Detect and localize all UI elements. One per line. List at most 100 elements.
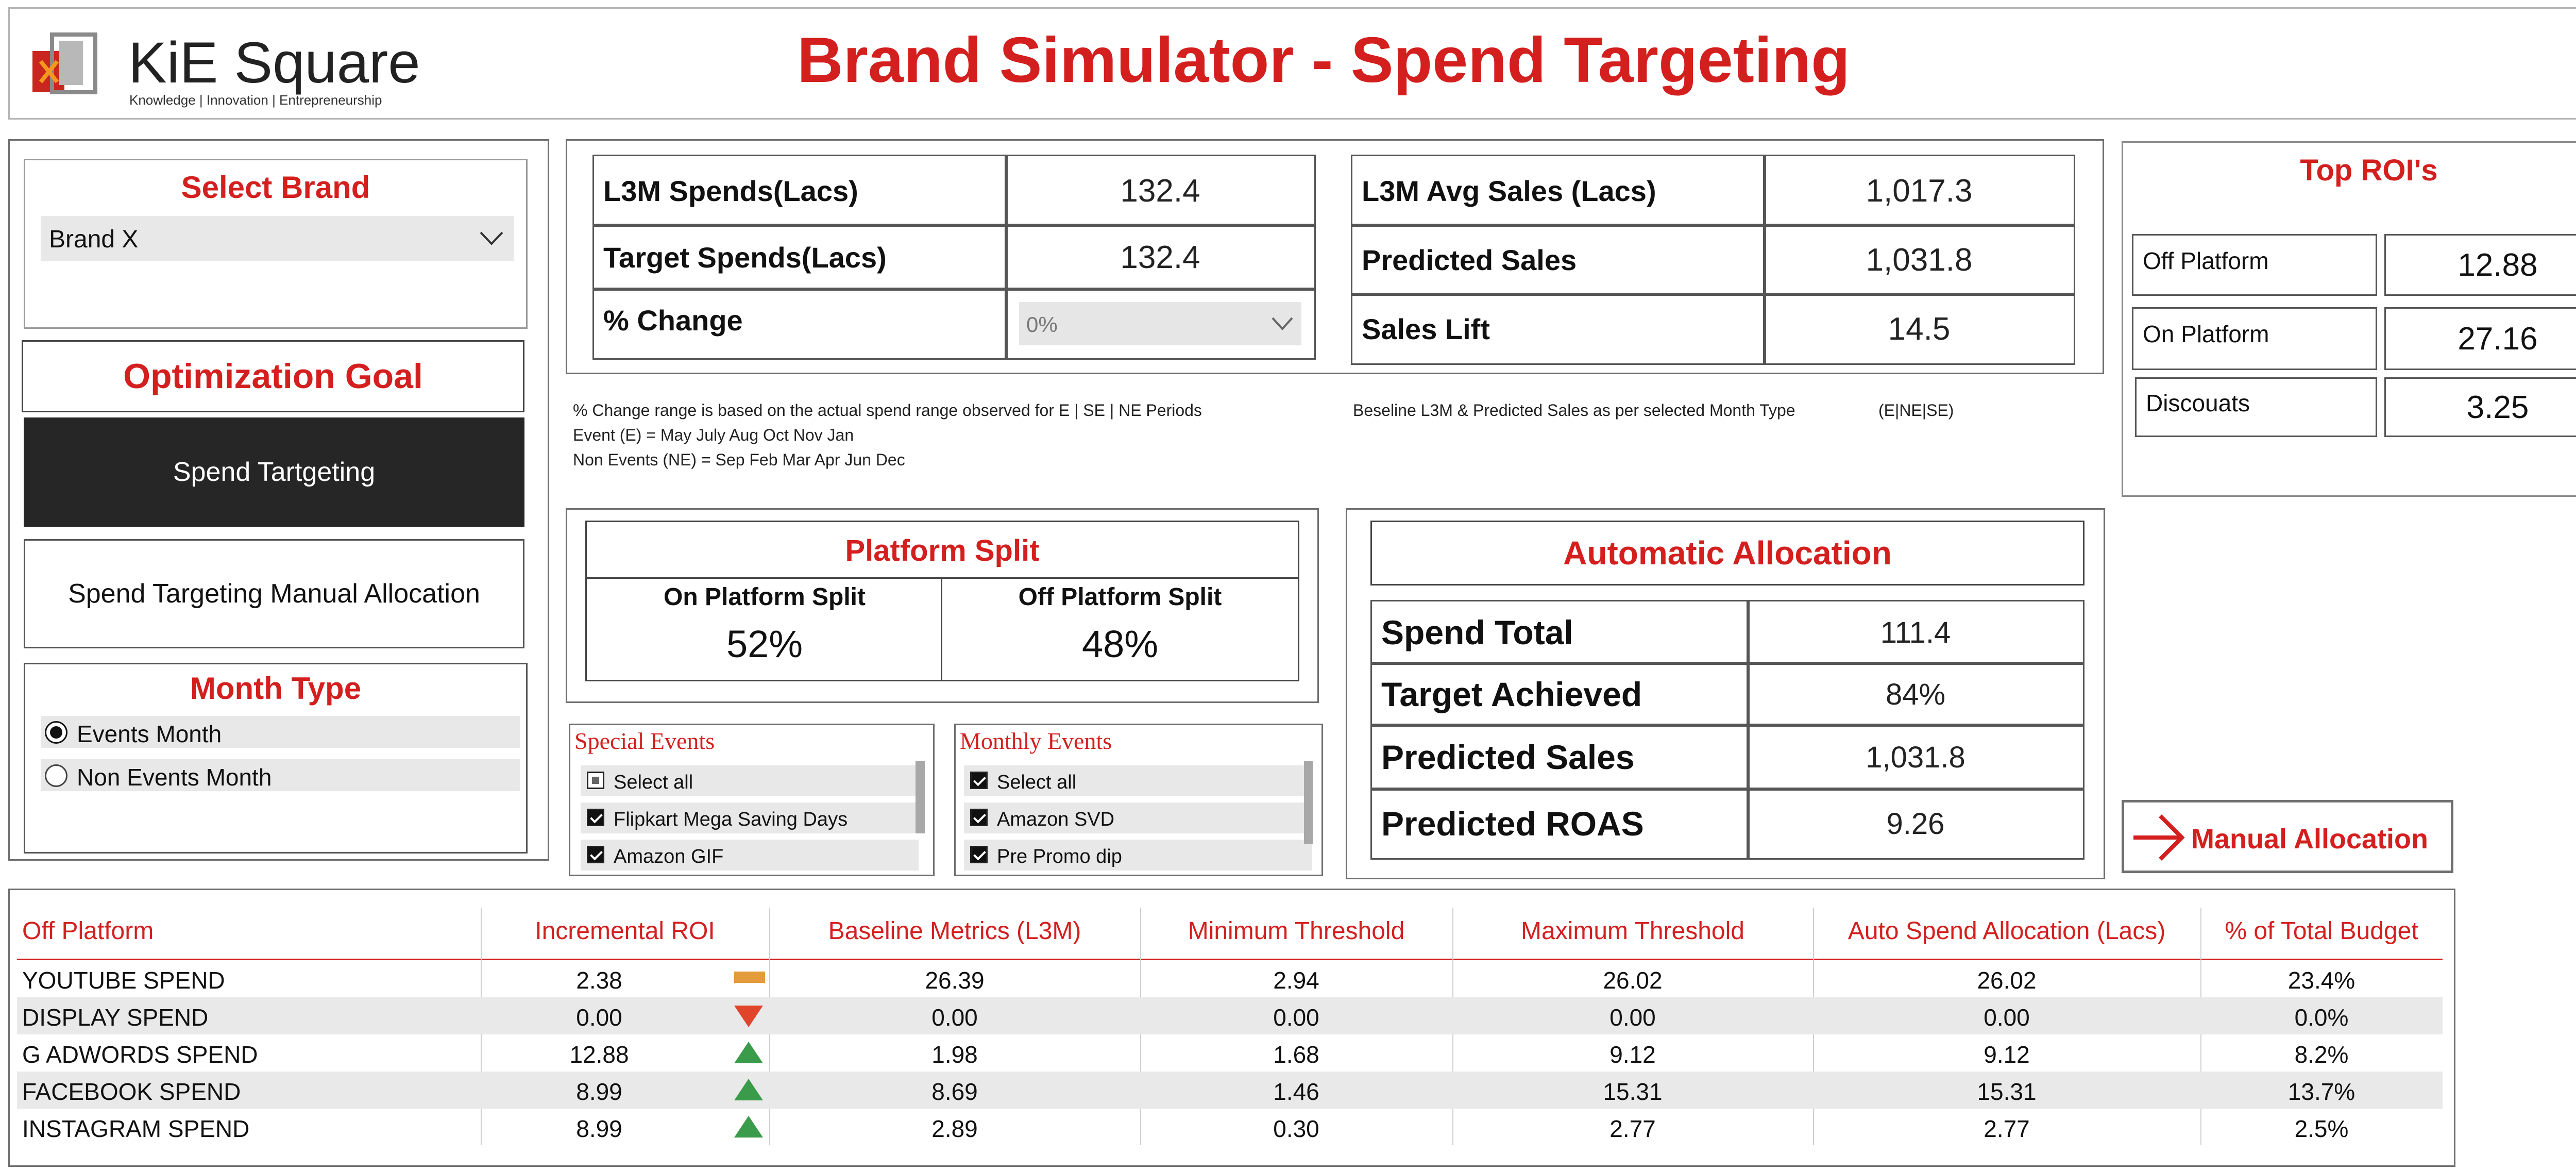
notes-line-1: % Change range is based on the actual sp… xyxy=(573,401,1202,420)
target-achieved-label: Target Achieved xyxy=(1370,662,1750,727)
table-row[interactable]: YOUTUBE SPEND 2.38 26.39 2.94 26.02 26.0… xyxy=(17,960,2443,997)
roi-on-platform-label: On Platform xyxy=(2143,321,2269,347)
header-off-platform: Off Platform xyxy=(22,917,154,945)
cell-auto-spend: 26.02 xyxy=(1977,967,2037,994)
roi-discounts-value: 3.25 xyxy=(2466,389,2529,425)
roi-discounts-value-box: 3.25 xyxy=(2384,377,2576,437)
cell-max-threshold: 26.02 xyxy=(1603,967,1663,994)
special-events-title: Special Events xyxy=(574,728,715,754)
cell-min-threshold: 0.30 xyxy=(1273,1115,1319,1142)
spend-targeting-button[interactable]: Spend Tartgeting xyxy=(24,417,524,527)
on-platform-split-box: On Platform Split 52% xyxy=(585,577,944,681)
special-events-scrollbar[interactable] xyxy=(916,761,925,833)
month-type-title: Month Type xyxy=(190,671,362,706)
special-events-item-label: Select all xyxy=(614,772,693,793)
radio-events-month[interactable]: Events Month xyxy=(41,716,520,748)
header-percent-total-budget: % of Total Budget xyxy=(2225,917,2418,945)
automatic-allocation-title: Automatic Allocation xyxy=(1563,534,1892,572)
checkbox-checked-icon xyxy=(970,846,988,863)
checkbox-checked-icon xyxy=(970,809,988,826)
top-roi-title: Top ROI's xyxy=(2300,154,2438,187)
roi-on-platform-value-box: 27.16 xyxy=(2384,307,2576,370)
radio-events-month-label: Events Month xyxy=(77,721,222,747)
sales-lift-label: Sales Lift xyxy=(1351,293,1766,365)
l3m-avg-sales-label: L3M Avg Sales (Lacs) xyxy=(1351,155,1766,227)
chevron-down-icon xyxy=(1272,317,1293,330)
target-spends-value: 132.4 xyxy=(1005,224,1316,291)
optimization-goal-title: Optimization Goal xyxy=(123,357,423,396)
platform-split-title-box: Platform Split xyxy=(585,521,1299,580)
brand-dropdown[interactable]: Brand X xyxy=(41,216,514,261)
special-events-item-label: Flipkart Mega Saving Days xyxy=(614,809,848,830)
up-indicator-icon xyxy=(734,1116,763,1137)
header-maximum-threshold: Maximum Threshold xyxy=(1521,917,1744,945)
predicted-roas-value: 9.26 xyxy=(1747,788,2084,860)
cell-max-threshold: 0.00 xyxy=(1609,1004,1656,1031)
cell-incremental-roi: 0.00 xyxy=(576,1004,622,1031)
spend-targeting-manual-button[interactable]: Spend Targeting Manual Allocation xyxy=(24,539,524,648)
table-row[interactable]: FACEBOOK SPEND 8.99 8.69 1.46 15.31 15.3… xyxy=(17,1072,2443,1109)
notes-line-3: Non Events (NE) = Sep Feb Mar Apr Jun De… xyxy=(573,450,905,469)
header-auto-spend-allocation: Auto Spend Allocation (Lacs) xyxy=(1848,917,2166,945)
cell-min-threshold: 2.94 xyxy=(1273,967,1319,994)
cell-channel: FACEBOOK SPEND xyxy=(22,1078,241,1105)
special-events-item-amazon-gif[interactable]: Amazon GIF xyxy=(581,840,919,871)
monthly-events-item-amazon-svd[interactable]: Amazon SVD xyxy=(964,802,1312,833)
table-row[interactable]: DISPLAY SPEND 0.00 0.00 0.00 0.00 0.00 0… xyxy=(17,997,2443,1034)
up-indicator-icon xyxy=(734,1042,763,1063)
radio-non-events-month[interactable]: Non Events Month xyxy=(41,759,520,791)
allocation-table-panel: Off Platform Incremental ROI Baseline Me… xyxy=(8,889,2455,1167)
cell-baseline: 26.39 xyxy=(925,967,985,994)
radio-selected-icon xyxy=(45,721,67,744)
l3m-spends-value: 132.4 xyxy=(1005,155,1316,227)
monthly-events-item-pre-promo-dip[interactable]: Pre Promo dip xyxy=(964,840,1312,871)
special-events-item-label: Amazon GIF xyxy=(614,846,724,867)
manual-allocation-button[interactable]: Manual Allocation xyxy=(2122,800,2453,873)
l3m-avg-sales-value: 1,017.3 xyxy=(1763,155,2075,227)
on-platform-split-label: On Platform Split xyxy=(663,583,866,611)
table-row[interactable]: INSTAGRAM SPEND 8.99 2.89 0.30 2.77 2.77… xyxy=(17,1109,2443,1146)
spend-targeting-button-label: Spend Tartgeting xyxy=(173,457,376,487)
automatic-allocation-title-box: Automatic Allocation xyxy=(1370,521,2084,586)
cell-max-threshold: 2.77 xyxy=(1609,1115,1656,1142)
logo-tagline: Knowledge | Innovation | Entrepreneurshi… xyxy=(129,92,382,108)
percent-change-label: % Change xyxy=(592,288,1008,360)
cell-percent-budget: 8.2% xyxy=(2294,1041,2349,1068)
off-platform-split-value: 48% xyxy=(1081,623,1159,665)
special-events-item-select-all[interactable]: Select all xyxy=(581,765,919,796)
auto-predicted-sales-label: Predicted Sales xyxy=(1370,724,1750,791)
roi-off-platform-label-box: Off Platform xyxy=(2132,234,2377,296)
percent-change-dropdown-value: 0% xyxy=(1026,312,1058,337)
l3m-spends-label: L3M Spends(Lacs) xyxy=(592,155,1008,227)
cell-channel: INSTAGRAM SPEND xyxy=(22,1115,250,1142)
special-events-item-flipkart[interactable]: Flipkart Mega Saving Days xyxy=(581,802,919,833)
percent-change-dropdown[interactable]: 0% xyxy=(1019,302,1301,345)
notes-line-2: Event (E) = May July Aug Oct Nov Jan xyxy=(573,426,854,444)
table-header-row: Off Platform Incremental ROI Baseline Me… xyxy=(17,897,2443,1145)
roi-discounts-label-box: Discouats xyxy=(2135,377,2377,437)
arrow-right-icon xyxy=(2133,814,2185,861)
cell-percent-budget: 0.0% xyxy=(2294,1004,2349,1031)
cell-incremental-roi: 12.88 xyxy=(569,1041,629,1068)
table-row[interactable]: G ADWORDS SPEND 12.88 1.98 1.68 9.12 9.1… xyxy=(17,1034,2443,1072)
month-type-card: Month Type Events Month Non Events Month xyxy=(24,663,528,854)
header-baseline-metrics: Baseline Metrics (L3M) xyxy=(828,917,1081,945)
cell-min-threshold: 0.00 xyxy=(1273,1004,1319,1031)
monthly-events-scrollbar[interactable] xyxy=(1304,761,1313,844)
cell-min-threshold: 1.46 xyxy=(1273,1078,1319,1105)
checkbox-checked-icon xyxy=(587,846,604,863)
cell-percent-budget: 23.4% xyxy=(2287,967,2355,994)
monthly-events-item-label: Pre Promo dip xyxy=(997,846,1122,867)
special-events-slicer: Special Events Select all Flipkart Mega … xyxy=(569,724,935,876)
down-indicator-icon xyxy=(734,1006,763,1027)
cell-percent-budget: 2.5% xyxy=(2294,1115,2349,1142)
cell-auto-spend: 9.12 xyxy=(1984,1041,2030,1068)
kie-square-logo xyxy=(32,30,99,97)
cell-baseline: 1.98 xyxy=(931,1041,978,1068)
cell-incremental-roi: 8.99 xyxy=(576,1115,622,1142)
notes-right-2: (E|NE|SE) xyxy=(1878,401,1954,420)
on-platform-split-value: 52% xyxy=(726,623,803,665)
brand-dropdown-value: Brand X xyxy=(49,226,139,253)
monthly-events-item-select-all[interactable]: Select all xyxy=(964,765,1312,796)
radio-unselected-icon xyxy=(45,764,67,787)
